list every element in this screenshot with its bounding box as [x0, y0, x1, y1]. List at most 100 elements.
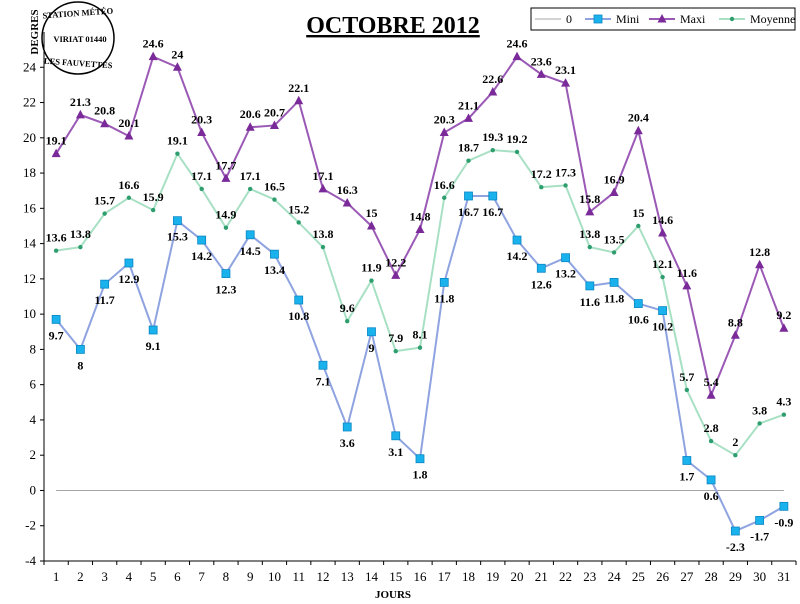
data-label-maxi: 5.4 [704, 375, 719, 389]
data-point-moyenne [684, 387, 690, 393]
x-tick-label: 7 [198, 569, 205, 584]
data-label-moyenne: 3.8 [752, 403, 767, 417]
data-point-moyenne [514, 149, 520, 155]
x-tick-label: 21 [535, 569, 548, 584]
data-point-mini [585, 281, 595, 291]
data-point-mini [706, 475, 716, 485]
stamp-line3: LES FAUVETTES [44, 56, 113, 71]
x-tick-label: 12 [316, 569, 329, 584]
data-label-moyenne: 8.1 [413, 328, 428, 342]
data-point-maxi [318, 183, 328, 193]
y-tick-label: 8 [30, 341, 37, 356]
data-point-maxi [172, 62, 182, 71]
x-tick-label: 18 [462, 569, 475, 584]
data-label-mini: -2.3 [726, 540, 745, 554]
data-point-maxi [609, 187, 619, 196]
x-tick-label: 17 [438, 569, 452, 584]
data-point-moyenne [320, 244, 326, 250]
data-point-maxi [366, 220, 376, 230]
x-tick-label: 4 [126, 569, 133, 584]
legend-label-maxi: Maxi [680, 12, 706, 26]
y-tick-label: -2 [25, 518, 36, 533]
data-point-maxi [658, 228, 668, 237]
data-label-maxi: 17.7 [215, 158, 236, 172]
x-tick-label: 8 [223, 569, 230, 584]
data-point-mini [536, 263, 546, 273]
data-point-maxi [415, 224, 425, 233]
x-tick-label: 13 [341, 569, 354, 584]
x-tick-label: 22 [559, 569, 572, 584]
data-label-mini: 12.9 [118, 272, 139, 286]
data-point-moyenne [611, 250, 617, 255]
data-label-moyenne: 18.7 [458, 141, 479, 155]
data-label-moyenne: 2 [732, 435, 738, 449]
data-label-moyenne: 19.1 [167, 134, 188, 148]
data-label-maxi: 21.3 [70, 95, 91, 109]
x-tick-label: 6 [174, 569, 181, 584]
data-point-moyenne [175, 151, 180, 156]
data-label-maxi: 12.2 [385, 255, 406, 269]
data-label-moyenne: 19.2 [507, 132, 528, 146]
y-tick-label: 10 [23, 306, 36, 321]
data-label-moyenne: 14.9 [215, 208, 236, 222]
data-label-moyenne: 17.3 [555, 165, 576, 179]
x-tick-label: 3 [101, 569, 108, 584]
data-point-moyenne [345, 318, 350, 324]
data-label-moyenne: 11.9 [361, 261, 381, 275]
data-label-mini: 16.7 [458, 205, 479, 219]
data-label-maxi: 20.3 [191, 113, 212, 127]
legend-marker-moyenne [729, 16, 735, 22]
data-point-maxi [148, 51, 158, 61]
data-label-maxi: 8.8 [728, 315, 743, 329]
data-point-moyenne [126, 195, 132, 200]
data-point-moyenne [272, 197, 277, 202]
data-point-maxi [512, 51, 522, 61]
x-tick-label: 29 [729, 569, 742, 584]
data-point-maxi [245, 122, 255, 131]
legend-label-moyenne: Moyenne [750, 12, 795, 26]
y-tick-label: 0 [30, 482, 37, 497]
data-label-mini: -0.9 [774, 515, 793, 529]
data-point-moyenne [393, 348, 398, 354]
x-tick-label: 23 [583, 569, 596, 584]
data-point-mini [633, 299, 643, 308]
data-point-maxi [197, 127, 207, 137]
data-label-moyenne: 7.9 [388, 331, 403, 345]
data-point-mini [221, 269, 231, 278]
x-tick-label: 15 [389, 569, 402, 584]
data-label-maxi: 11.6 [677, 266, 697, 280]
data-label-maxi: 20.8 [94, 104, 115, 118]
data-point-moyenne [466, 158, 471, 163]
y-tick-label: 2 [30, 447, 37, 462]
data-label-maxi: 16.9 [604, 172, 625, 186]
data-point-mini [51, 315, 61, 324]
data-labels: 9.7811.712.99.115.314.212.314.513.410.87… [46, 37, 794, 554]
data-label-mini: 11.8 [434, 291, 454, 305]
data-label-mini: 12.3 [215, 283, 236, 297]
data-label-mini: 9 [368, 341, 374, 355]
y-tick-label: 18 [23, 165, 36, 180]
data-label-mini: 1.7 [679, 469, 694, 483]
data-point-moyenne [757, 421, 762, 426]
data-point-moyenne [442, 195, 447, 200]
x-tick-label: 14 [365, 569, 379, 584]
data-point-mini [730, 526, 740, 536]
y-tick-label: 24 [23, 59, 37, 74]
data-point-maxi [779, 323, 789, 332]
x-tick-label: 28 [705, 569, 718, 584]
data-label-mini: 8 [77, 358, 83, 372]
data-label-moyenne: 2.8 [704, 421, 719, 435]
data-point-mini [658, 306, 667, 316]
data-label-moyenne: 16.5 [264, 180, 285, 194]
data-point-moyenne [539, 184, 544, 190]
data-point-moyenne [199, 186, 204, 192]
data-label-moyenne: 13.8 [70, 227, 91, 241]
data-point-maxi [633, 125, 643, 135]
data-point-mini [609, 277, 619, 287]
data-point-moyenne [53, 248, 59, 253]
data-point-moyenne [102, 211, 107, 216]
data-point-mini [318, 360, 328, 370]
data-point-mini [173, 216, 182, 226]
data-label-moyenne: 16.6 [434, 178, 455, 192]
